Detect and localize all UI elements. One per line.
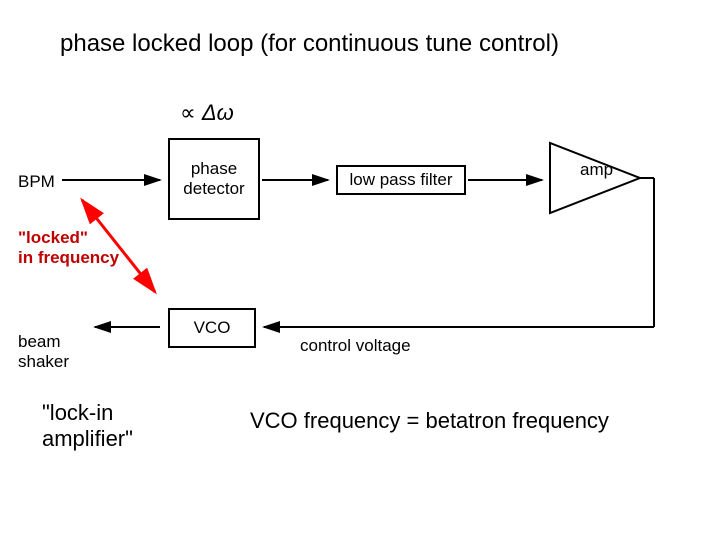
vco-box: VCO [168,308,256,348]
beam-shaker-label: beam shaker [18,332,69,373]
lockin-line1: "lock-in [42,400,113,425]
lockin-line2: amplifier" [42,426,133,451]
beam-shaker-line1: beam [18,332,61,351]
proportional-symbol: ∝ [180,100,196,125]
beam-shaker-line2: shaker [18,352,69,371]
control-voltage-label: control voltage [300,336,411,356]
locked-line1: "locked" [18,228,88,247]
diagram-title: phase locked loop (for continuous tune c… [60,30,559,58]
phase-detector-line1: phase [191,159,237,178]
delta-omega: Δω [202,100,234,125]
low-pass-filter-box: low pass filter [336,165,466,195]
phase-detector-line2: detector [183,179,244,198]
amp-label: amp [580,160,613,179]
locked-in-frequency-label: "locked" in frequency [18,228,119,269]
proportional-equation: ∝ Δω [180,100,234,126]
amp-triangle [550,143,640,213]
diagram-wires: amp [0,0,720,540]
bpm-label: BPM [18,172,55,192]
locked-line2: in frequency [18,248,119,267]
phase-detector-box: phase detector [168,138,260,220]
vco-equation-label: VCO frequency = betatron frequency [250,408,609,434]
lock-in-amplifier-label: "lock-in amplifier" [42,400,133,453]
